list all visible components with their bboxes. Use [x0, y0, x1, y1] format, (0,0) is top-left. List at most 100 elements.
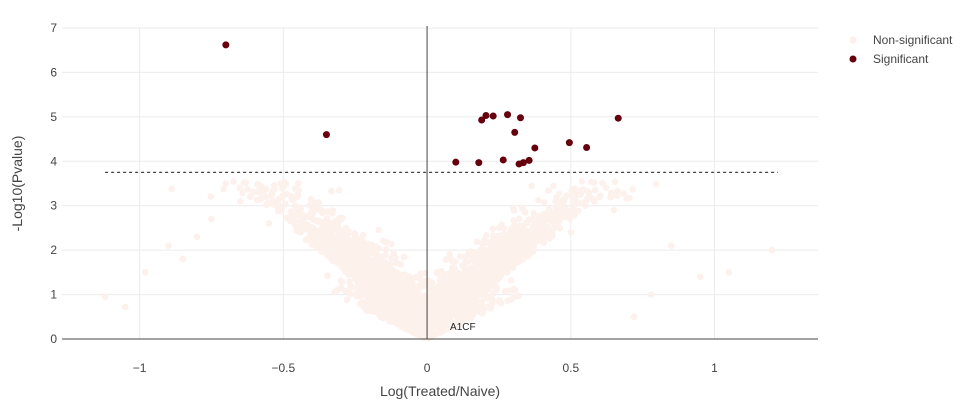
data-point-non-significant [324, 272, 331, 279]
data-point-non-significant [515, 240, 523, 248]
non-significant-points [101, 178, 776, 342]
data-point-non-significant [338, 232, 345, 240]
data-point-significant[interactable] [478, 116, 486, 124]
data-point-non-significant [516, 250, 523, 258]
data-point-significant[interactable] [475, 159, 483, 167]
data-point-significant[interactable] [452, 158, 460, 166]
data-point-non-significant [294, 180, 302, 187]
data-point-significant[interactable] [489, 112, 497, 120]
data-point-significant[interactable] [583, 144, 591, 152]
data-point-non-significant [381, 296, 388, 303]
data-point-non-significant [342, 228, 349, 236]
data-point-non-significant [359, 255, 367, 262]
data-point-non-significant [294, 193, 301, 200]
data-point-non-significant [446, 312, 453, 319]
significant-points[interactable] [222, 41, 622, 168]
data-point-non-significant [458, 317, 466, 324]
data-point-significant[interactable] [516, 114, 524, 122]
data-point-non-significant [521, 208, 528, 215]
data-point-non-significant [345, 266, 353, 273]
data-point-non-significant [538, 224, 546, 232]
data-point-significant[interactable] [322, 131, 330, 139]
data-point-non-significant [366, 289, 374, 296]
axes: −1 −0.5 0 0.5 1 0 1 2 3 4 5 6 7 [50, 21, 818, 375]
data-point-non-significant [589, 195, 597, 203]
data-point-non-significant [607, 192, 615, 200]
data-point-non-significant [489, 232, 497, 239]
data-point-non-significant [549, 218, 556, 226]
legend-item-non-significant[interactable]: Non-significant [849, 33, 954, 47]
data-point-non-significant [416, 275, 424, 283]
data-point-significant[interactable] [525, 156, 533, 164]
data-point-non-significant [369, 249, 377, 257]
data-point-non-significant [668, 242, 675, 249]
data-point-non-significant [409, 276, 416, 283]
data-point-non-significant [258, 183, 265, 190]
y-axis-title: -Log10(Pvalue) [9, 136, 25, 232]
data-point-non-significant [768, 246, 776, 254]
data-point-non-significant [239, 189, 246, 197]
data-point-non-significant [257, 196, 265, 203]
data-point-non-significant [480, 282, 487, 289]
data-point-non-significant [383, 282, 390, 290]
data-point-non-significant [473, 263, 481, 270]
data-point-non-significant [386, 260, 394, 268]
data-point-non-significant [509, 251, 517, 258]
data-point-non-significant [295, 186, 303, 194]
legend[interactable]: Non-significant Significant [849, 33, 954, 66]
data-point-non-significant [244, 185, 251, 193]
data-point-non-significant [489, 237, 496, 245]
data-point-non-significant [516, 215, 523, 223]
data-point-significant[interactable] [531, 144, 539, 152]
data-point-significant[interactable] [482, 112, 490, 120]
data-point-non-significant [552, 194, 560, 202]
data-point-non-significant [591, 186, 599, 194]
data-point-non-significant [610, 206, 618, 214]
data-point-non-significant [435, 320, 442, 328]
data-point-non-significant [468, 264, 476, 272]
x-tick-label: 0.5 [562, 361, 579, 375]
x-axis-title: Log(Treated/Naive) [380, 383, 500, 399]
y-tick-label: 1 [50, 288, 57, 302]
data-point-non-significant [480, 249, 488, 256]
data-point-non-significant [510, 260, 518, 268]
data-point-non-significant [354, 283, 362, 290]
data-point-non-significant [362, 245, 370, 252]
data-point-significant[interactable] [614, 114, 622, 122]
data-point-non-significant [393, 260, 401, 267]
data-point-significant[interactable] [565, 139, 573, 147]
data-point-non-significant [449, 307, 457, 315]
data-point-significant[interactable] [519, 159, 527, 167]
data-point-significant[interactable] [499, 156, 507, 164]
data-point-non-significant [400, 253, 408, 261]
data-point-non-significant [334, 222, 342, 230]
data-point-non-significant [515, 292, 522, 300]
data-point-significant[interactable] [222, 41, 230, 49]
data-point-non-significant [236, 197, 244, 205]
data-point-non-significant [379, 259, 387, 266]
data-point-non-significant [388, 240, 395, 248]
data-point-non-significant [356, 292, 364, 300]
data-point-significant[interactable] [511, 128, 519, 136]
data-point-non-significant [500, 248, 507, 256]
y-tick-label: 2 [50, 243, 57, 257]
annotations: A1CF [450, 322, 476, 333]
data-point-non-significant [375, 292, 383, 300]
data-point-non-significant [398, 277, 405, 284]
data-point-non-significant [550, 225, 557, 233]
data-point-significant[interactable] [504, 111, 512, 119]
legend-label-significant: Significant [873, 52, 929, 66]
data-point-non-significant [236, 184, 244, 192]
data-point-non-significant [443, 271, 451, 279]
data-point-non-significant [278, 207, 285, 215]
data-point-non-significant [415, 289, 422, 297]
data-point-non-significant [294, 219, 301, 226]
data-point-non-significant [558, 200, 565, 208]
data-point-non-significant [314, 242, 321, 250]
data-point-non-significant [522, 219, 530, 227]
data-point-non-significant [379, 237, 387, 245]
data-point-non-significant [473, 238, 481, 246]
data-point-non-significant [478, 310, 486, 317]
legend-item-significant[interactable]: Significant [849, 52, 930, 66]
data-point-non-significant [500, 257, 507, 265]
